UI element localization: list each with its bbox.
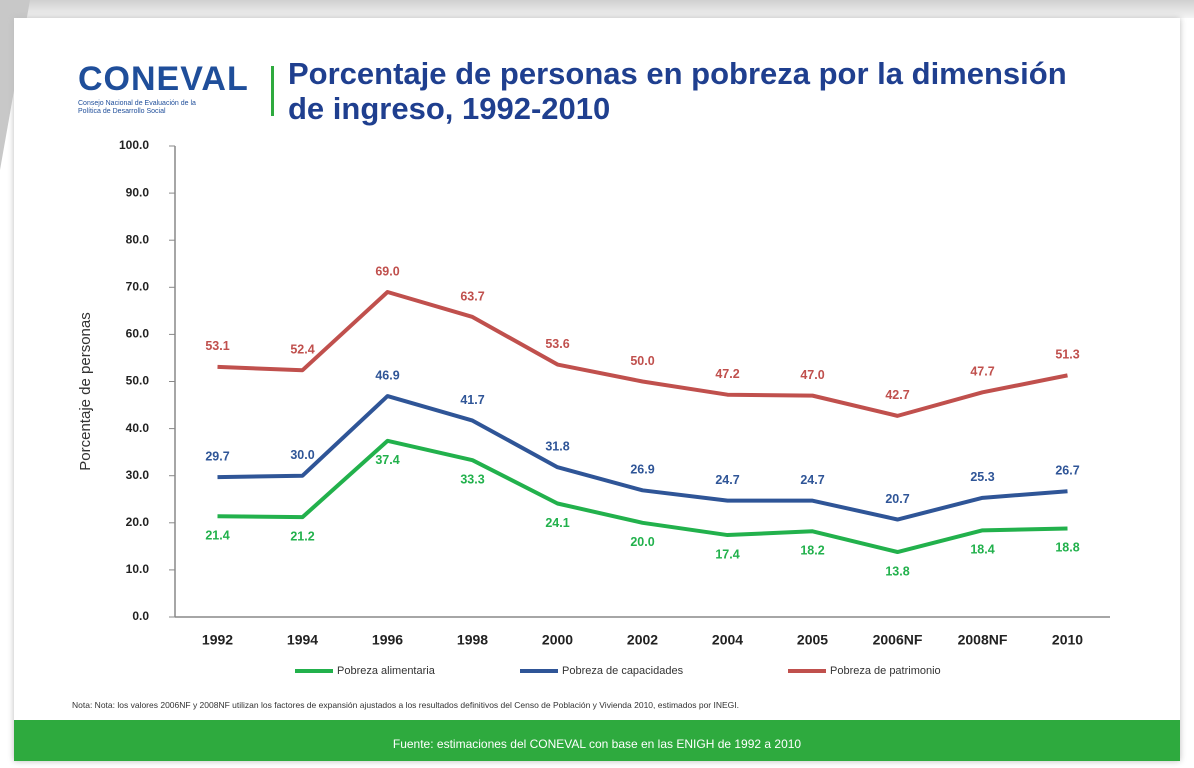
value-label: 21.2 xyxy=(290,529,314,543)
y-tick-label: 50.0 xyxy=(126,374,150,388)
value-label: 29.7 xyxy=(205,449,229,463)
y-tick-label: 80.0 xyxy=(126,232,150,246)
value-label: 25.3 xyxy=(970,470,994,484)
value-label: 47.7 xyxy=(970,365,994,379)
y-tick-label: 100.0 xyxy=(119,138,149,152)
y-axis-label: Porcentaje de personas xyxy=(77,312,94,470)
value-label: 63.7 xyxy=(460,289,484,303)
value-label: 47.0 xyxy=(800,368,824,382)
x-tick-label: 2010 xyxy=(1052,632,1083,648)
x-tick-label: 2006NF xyxy=(873,632,923,648)
value-label: 13.8 xyxy=(885,564,909,578)
value-label: 47.2 xyxy=(715,367,739,381)
value-label: 53.1 xyxy=(205,339,229,353)
value-label: 52.4 xyxy=(290,342,314,356)
y-tick-label: 20.0 xyxy=(126,515,150,529)
x-tick-label: 1994 xyxy=(287,632,318,648)
y-tick-label: 90.0 xyxy=(126,185,150,199)
value-label: 51.3 xyxy=(1055,348,1079,362)
legend-label: Pobreza de patrimonio xyxy=(830,665,941,677)
y-tick-label: 0.0 xyxy=(132,609,149,623)
logo-name: CONEVAL xyxy=(78,60,249,98)
value-label: 26.7 xyxy=(1055,464,1079,478)
x-tick-label: 1996 xyxy=(372,632,403,648)
value-label: 24.1 xyxy=(545,516,569,530)
y-tick-label: 10.0 xyxy=(126,562,150,576)
value-label: 18.2 xyxy=(800,544,824,558)
value-label: 20.7 xyxy=(885,492,909,506)
value-label: 24.7 xyxy=(715,473,739,487)
x-tick-label: 2000 xyxy=(542,632,573,648)
x-tick-label: 2008NF xyxy=(958,632,1008,648)
x-tick-label: 2005 xyxy=(797,632,828,648)
value-label: 46.9 xyxy=(375,368,399,382)
logo-subtitle: Consejo Nacional de Evaluación de la Pol… xyxy=(78,100,196,115)
value-label: 42.7 xyxy=(885,388,909,402)
chart-title: Porcentaje de personas en pobreza por la… xyxy=(288,56,1067,126)
note: Nota: Nota: los valores 2006NF y 2008NF … xyxy=(72,700,739,710)
x-tick-label: 2004 xyxy=(712,632,743,648)
x-tick-label: 1992 xyxy=(202,632,233,648)
legend-label: Pobreza alimentaria xyxy=(337,665,436,677)
value-label: 18.8 xyxy=(1055,541,1079,555)
series-line xyxy=(217,438,1068,555)
y-tick-label: 70.0 xyxy=(126,279,150,293)
top-bar xyxy=(0,0,1194,18)
value-label: 30.0 xyxy=(290,448,314,462)
separator xyxy=(271,66,274,116)
value-label: 41.7 xyxy=(460,393,484,407)
card xyxy=(14,18,1180,761)
value-label: 69.0 xyxy=(375,264,399,278)
legend-label: Pobreza de capacidades xyxy=(562,665,684,677)
series-line xyxy=(217,290,1068,418)
source: Fuente: estimaciones del CONEVAL con bas… xyxy=(14,720,1180,761)
x-tick-label: 1998 xyxy=(457,632,488,648)
value-label: 20.0 xyxy=(630,535,654,549)
value-label: 24.7 xyxy=(800,473,824,487)
value-label: 31.8 xyxy=(545,440,569,454)
value-label: 18.4 xyxy=(970,543,994,557)
logo: CONEVAL Consejo Nacional de Evaluación d… xyxy=(78,62,248,116)
y-tick-label: 60.0 xyxy=(126,327,150,341)
value-label: 21.4 xyxy=(205,529,229,543)
value-label: 37.4 xyxy=(375,453,399,467)
value-label: 17.4 xyxy=(715,547,739,561)
value-label: 50.0 xyxy=(630,354,654,368)
value-label: 53.6 xyxy=(545,337,569,351)
y-tick-label: 40.0 xyxy=(126,421,150,435)
value-label: 33.3 xyxy=(460,472,484,486)
y-tick-label: 30.0 xyxy=(126,468,150,482)
value-label: 26.9 xyxy=(630,463,654,477)
x-tick-label: 2002 xyxy=(627,632,658,648)
series-line xyxy=(217,394,1068,522)
